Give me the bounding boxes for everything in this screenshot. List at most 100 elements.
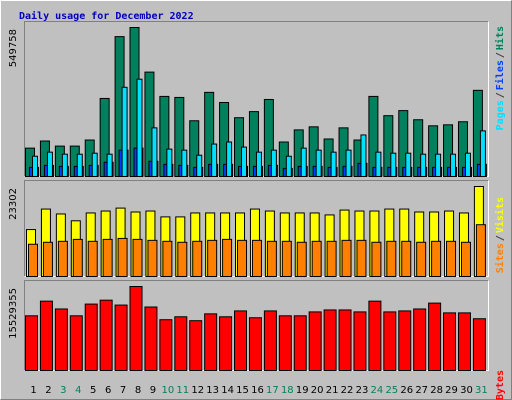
x-tick-label: 8 [135, 385, 141, 396]
bar [398, 310, 412, 371]
bar [457, 312, 471, 372]
plot-border-dark [24, 280, 489, 371]
bar [166, 148, 173, 178]
legend-entry: Visits [494, 197, 506, 233]
x-tick-label: 30 [460, 385, 473, 396]
bar [132, 238, 143, 277]
y-tick-group: 15529355 [8, 288, 19, 339]
bar [323, 309, 337, 372]
bar [226, 141, 233, 177]
bar [356, 239, 367, 278]
bar [192, 240, 203, 277]
legend-separator: / [495, 52, 506, 58]
x-tick-label: 31 [475, 385, 488, 396]
bar [46, 151, 53, 177]
bar [189, 320, 203, 371]
x-tick-label: 28 [430, 385, 443, 396]
bar [413, 308, 427, 371]
bar [278, 315, 292, 371]
x-tick-label: 26 [400, 385, 413, 396]
bar [69, 315, 83, 371]
bar [121, 86, 128, 177]
bar [345, 149, 352, 178]
bar [76, 153, 83, 177]
bar [460, 241, 471, 277]
bar [162, 240, 173, 277]
x-tick-label: 20 [311, 385, 324, 396]
bar [61, 153, 68, 177]
x-tick-label: 14 [221, 385, 234, 396]
bar [375, 151, 382, 177]
y-tick-group: 549758 [8, 29, 19, 67]
bar [39, 300, 53, 371]
bar [263, 310, 277, 371]
bar [281, 240, 292, 277]
bar [405, 152, 412, 177]
x-tick-label: 16 [251, 385, 264, 396]
x-tick-label: 23 [356, 385, 369, 396]
bar [401, 240, 412, 277]
bar [177, 241, 188, 277]
bar [72, 238, 83, 277]
plot-border-dark [24, 180, 489, 277]
bar [136, 78, 143, 177]
bar [25, 315, 38, 371]
bar [102, 238, 113, 277]
bar [117, 237, 128, 278]
bar [475, 224, 486, 277]
bar [300, 147, 307, 178]
bar [84, 303, 98, 372]
bar [204, 313, 218, 371]
bar [129, 286, 143, 371]
bar [87, 240, 98, 277]
bar [57, 240, 68, 277]
bar [472, 318, 486, 371]
bar [147, 239, 158, 278]
bar [386, 240, 397, 277]
x-tick-label: 24 [371, 385, 384, 396]
y-tick-group: 23302 [8, 188, 19, 220]
bar [28, 243, 38, 277]
x-tick-label: 6 [105, 385, 111, 396]
bar [435, 153, 442, 177]
x-tick-label: 11 [176, 385, 189, 396]
bar [114, 304, 128, 371]
bar [326, 240, 337, 277]
bar [144, 306, 158, 372]
bar [91, 152, 98, 177]
legend-entry: Files [494, 60, 506, 90]
x-tick-label: 4 [75, 385, 81, 396]
x-tick-label: 29 [445, 385, 458, 396]
legend-entry: Hits [494, 26, 506, 50]
bar [443, 312, 457, 372]
bar [207, 239, 218, 278]
bar [219, 316, 233, 371]
x-tick-label: 5 [90, 385, 96, 396]
bar [353, 311, 367, 372]
legend-entry: Pages [495, 100, 506, 130]
y-tick-label: 15529355 [8, 288, 19, 339]
bar [106, 153, 113, 177]
bar [54, 308, 68, 371]
y-tick-label: 549758 [8, 29, 19, 67]
bar [446, 240, 457, 277]
bar [330, 151, 337, 177]
bar [341, 239, 352, 278]
x-tick-label: 2 [45, 385, 51, 396]
bar [99, 299, 113, 371]
chart-title: Daily usage for December 2022 [19, 10, 194, 22]
bar [248, 317, 262, 372]
y-tick-label: 23302 [8, 188, 19, 220]
bar [368, 300, 382, 371]
legend-separator: / [495, 235, 506, 241]
x-tick-label: 22 [341, 385, 354, 396]
x-tick-label: 17 [266, 385, 279, 396]
bar [42, 241, 53, 277]
bar [266, 240, 277, 277]
bar [159, 319, 173, 372]
bar [151, 127, 158, 177]
bar [383, 311, 397, 372]
bar [211, 143, 218, 177]
